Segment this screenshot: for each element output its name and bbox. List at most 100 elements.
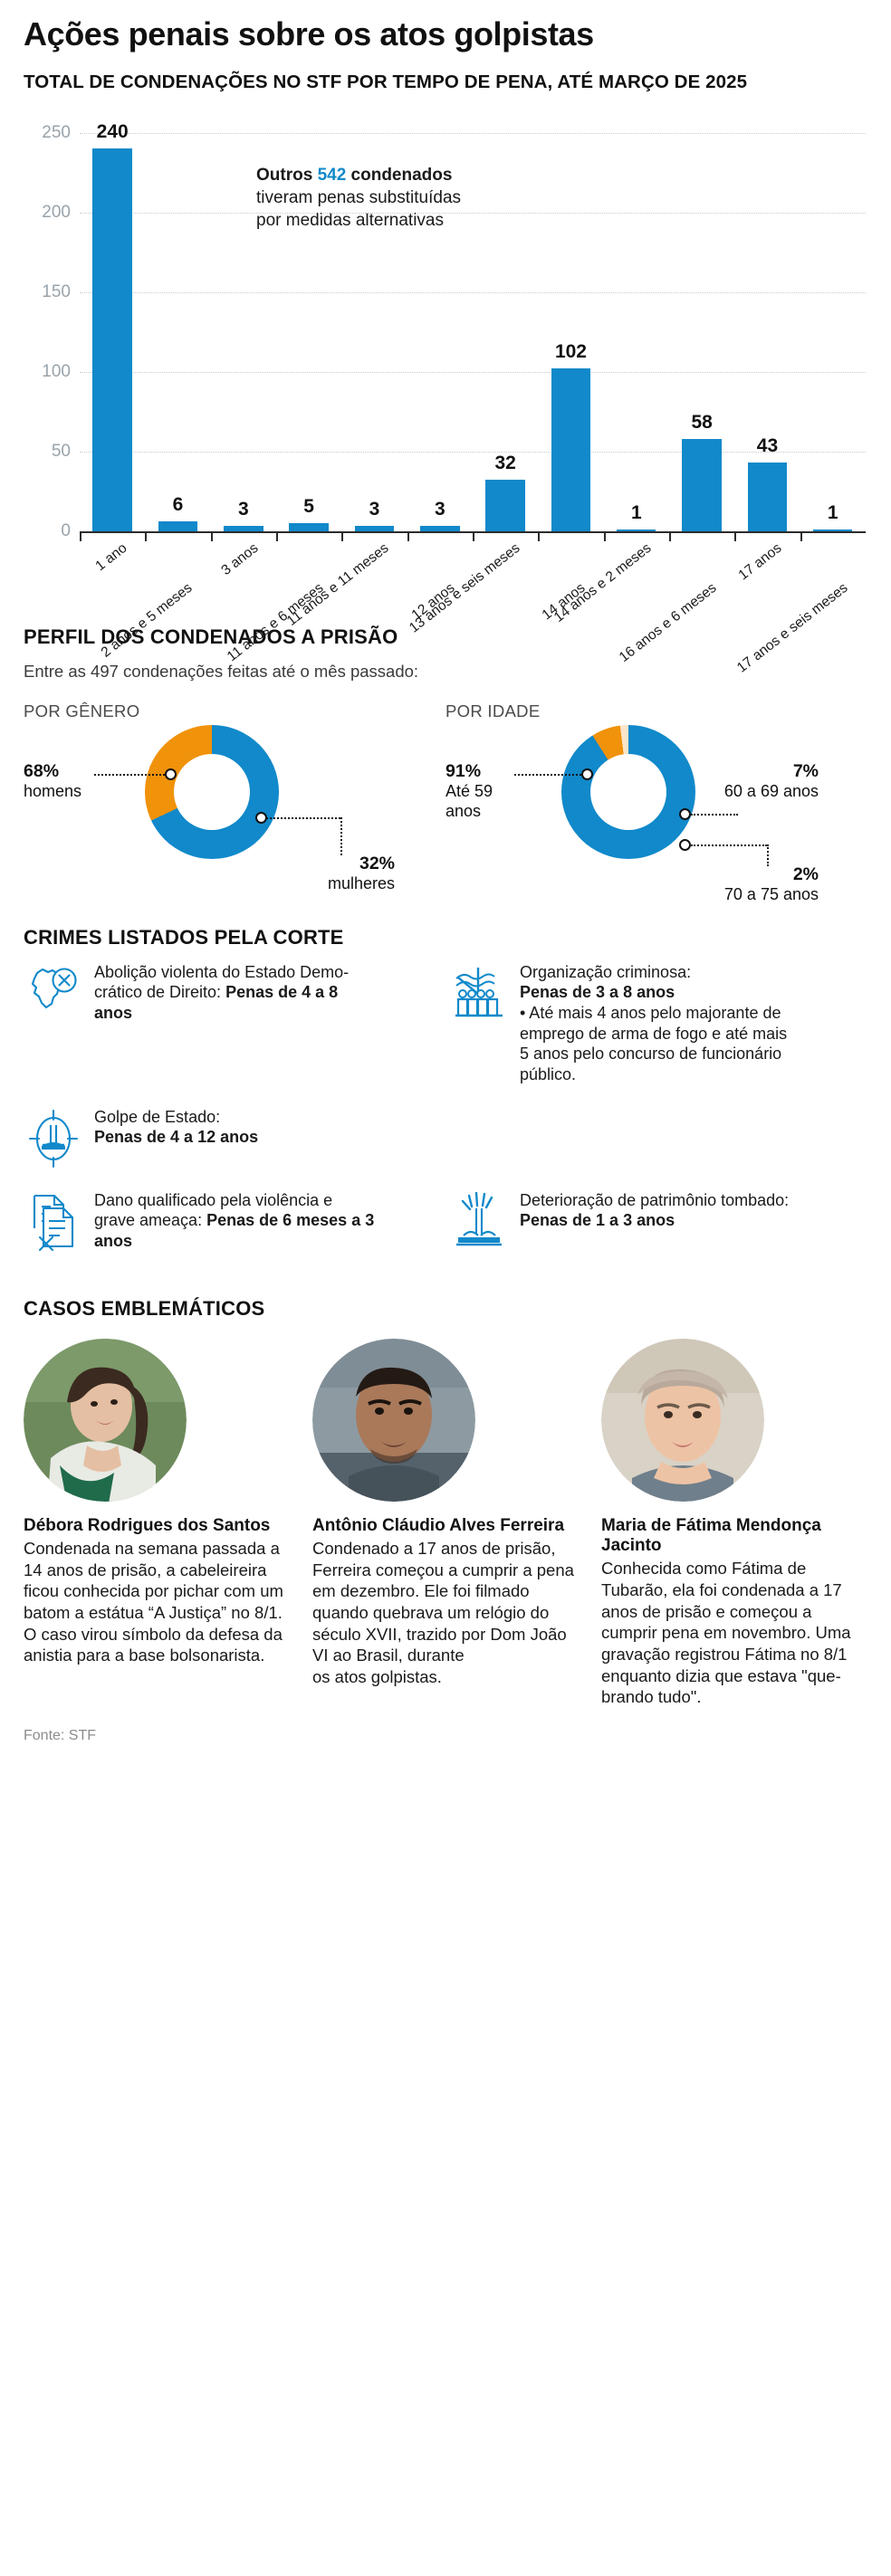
age-pct-ate59: 91% bbox=[446, 760, 482, 781]
chart-annotation: Outros 542 condenados tiveram penas subs… bbox=[256, 164, 637, 232]
chart-x-label: 16 anos e 6 meses bbox=[616, 579, 720, 665]
chart-bar[interactable] bbox=[813, 529, 853, 531]
gender-pct-mulheres: 32% bbox=[359, 853, 395, 873]
monument-damage-icon bbox=[449, 1190, 509, 1255]
case-card: Maria de Fátima Mendonça Jacinto Conheci… bbox=[601, 1338, 867, 1709]
chart-x-tick bbox=[210, 530, 213, 541]
case-card: Débora Rodrigues dos Santos Condenada na… bbox=[24, 1338, 289, 1709]
age-slice-dot-70a75 bbox=[679, 838, 691, 851]
crime-lead: Dano qualificado pela violência e grave … bbox=[94, 1190, 333, 1230]
chart-bar-value: 58 bbox=[691, 411, 713, 433]
chart-bar-value: 3 bbox=[369, 499, 380, 520]
infographic-page: Ações penais sobre os atos golpistas TOT… bbox=[24, 15, 867, 1743]
chart-bar-cell[interactable]: 3 bbox=[407, 133, 473, 541]
chart-y-tick: 150 bbox=[42, 281, 71, 301]
chart-bar-cell[interactable]: 240 bbox=[80, 121, 145, 541]
chart-bar-value: 1 bbox=[827, 501, 838, 523]
chart-bar[interactable] bbox=[354, 526, 395, 531]
chart-x-tick bbox=[341, 530, 344, 541]
crime-penalty: Penas de 3 a 8 anos bbox=[520, 983, 675, 1002]
crime-text: Dano qualificado pela violência e grave … bbox=[94, 1190, 375, 1252]
chart-x-tick bbox=[472, 530, 474, 541]
chart-gridline bbox=[80, 212, 866, 214]
chart-bar-cell[interactable]: 6 bbox=[145, 133, 210, 541]
case-name: Antônio Cláudio Alves Ferreira bbox=[312, 1515, 565, 1535]
gender-label-mulheres: 32% mulheres bbox=[250, 854, 395, 894]
age-donut-chart bbox=[561, 724, 695, 859]
page-title: Ações penais sobre os atos golpistas bbox=[24, 15, 594, 52]
congress-target-icon bbox=[24, 1107, 83, 1172]
gender-slice-dot-homens bbox=[165, 768, 177, 780]
chart-bar-cell[interactable]: 1 bbox=[603, 133, 669, 541]
chart-bar[interactable] bbox=[224, 526, 263, 531]
gender-slice-dot-mulheres bbox=[255, 811, 267, 824]
chart-y-tick: 0 bbox=[61, 520, 71, 540]
donut-hole bbox=[174, 753, 250, 830]
avatar bbox=[24, 1338, 187, 1502]
brazil-map-x-icon bbox=[24, 962, 83, 1027]
age-label-60a69: 7% 60 a 69 anos bbox=[717, 761, 819, 802]
case-name: Maria de Fátima Mendonça Jacinto bbox=[601, 1515, 821, 1556]
annotation-prefix: Outros bbox=[256, 165, 318, 185]
age-label-70a75: 2% 70 a 75 anos bbox=[708, 864, 819, 905]
avatar bbox=[312, 1338, 475, 1502]
annotation-suffix: condenados bbox=[346, 165, 453, 185]
chart-bar-cell[interactable]: 3 bbox=[341, 133, 407, 541]
chart-bar[interactable] bbox=[289, 522, 329, 531]
chart-plot-area: Outros 542 condenados tiveram penas subs… bbox=[42, 121, 866, 541]
chart-bar[interactable] bbox=[551, 368, 591, 531]
chart-bar-cell[interactable]: 58 bbox=[668, 133, 734, 541]
chart-bar-cell[interactable]: 5 bbox=[275, 133, 341, 541]
chart-bar-cell[interactable]: 1 bbox=[800, 133, 866, 541]
chart-x-axis-labels: 1 ano 2 anos e 5 meses 3 anos 11 anos e 6 m… bbox=[80, 539, 866, 676]
gender-leader-drop-mulheres bbox=[340, 816, 342, 855]
chart-gridline bbox=[80, 371, 866, 373]
chart-x-tick bbox=[603, 530, 606, 541]
age-caption: POR IDADE bbox=[446, 701, 541, 720]
chart-x-label: 17 anos bbox=[735, 539, 785, 583]
chart-bar-value: 5 bbox=[303, 495, 314, 517]
chart-bar-cell[interactable]: 3 bbox=[210, 133, 276, 541]
age-slice-dot-ate59 bbox=[581, 768, 593, 780]
chart-bar-value: 32 bbox=[494, 453, 516, 474]
chart-gridline bbox=[80, 451, 866, 453]
case-card: Antônio Cláudio Alves Ferreira Condenado… bbox=[312, 1338, 578, 1709]
chart-bar-value: 3 bbox=[237, 499, 249, 520]
chart-bar[interactable] bbox=[747, 462, 788, 531]
chart-bar[interactable] bbox=[617, 529, 656, 531]
crime-lead: Organização criminosa: bbox=[520, 962, 692, 981]
avatar bbox=[601, 1338, 764, 1502]
gender-pct-homens: 68% bbox=[24, 760, 60, 781]
chart-bar[interactable] bbox=[682, 438, 722, 531]
chart-bar-cell[interactable]: 43 bbox=[734, 133, 800, 541]
crime-lead: Abolição violenta do Estado Demo­crático… bbox=[94, 962, 350, 1002]
gender-donut-block: POR GÊNERO 68% homens 32% mulheres bbox=[24, 701, 446, 910]
chart-y-tick: 50 bbox=[51, 441, 71, 461]
chart-bar[interactable] bbox=[485, 480, 525, 531]
gender-caption: POR GÊNERO bbox=[24, 701, 140, 720]
gender-label-homens: 68% homens bbox=[24, 761, 92, 802]
chart-y-tick: 250 bbox=[42, 122, 71, 142]
chart-bar-value: 3 bbox=[434, 499, 446, 520]
chart-bar-cell[interactable]: 102 bbox=[538, 133, 603, 541]
chart-bar[interactable] bbox=[158, 521, 198, 531]
chart-bar-cell[interactable]: 32 bbox=[472, 133, 538, 541]
protest-crowd-flag-icon bbox=[449, 962, 509, 1027]
crime-extra: • Até mais 4 anos pelo majorante de empr… bbox=[520, 1003, 788, 1083]
crime-item: Abolição violenta do Estado Demo­crático… bbox=[24, 962, 449, 1085]
age-donut-block: POR IDADE 91% Até 59 anos 7% 60 a 69 ano… bbox=[446, 701, 867, 910]
chart-y-tick: 100 bbox=[42, 361, 71, 381]
age-leader-line-70a75 bbox=[691, 844, 767, 846]
chart-bar-value: 240 bbox=[96, 121, 129, 143]
chart-gridline bbox=[80, 291, 866, 293]
crime-text: Golpe de Estado: Penas de 4 a 12 anos bbox=[94, 1107, 258, 1148]
chart-bar-value: 102 bbox=[554, 341, 587, 363]
chart-x-label: 1 ano bbox=[92, 539, 130, 574]
chart-bar[interactable] bbox=[420, 526, 460, 531]
chart-x-label: 14 anos e 2 meses bbox=[551, 539, 654, 625]
chart-x-tick bbox=[800, 530, 802, 541]
chart-bar[interactable] bbox=[92, 148, 132, 531]
chart-bar-value: 43 bbox=[756, 434, 779, 456]
age-name-ate59: Até 59 anos bbox=[446, 781, 493, 820]
crime-item: Dano qualificado pela violência e grave … bbox=[24, 1190, 449, 1255]
